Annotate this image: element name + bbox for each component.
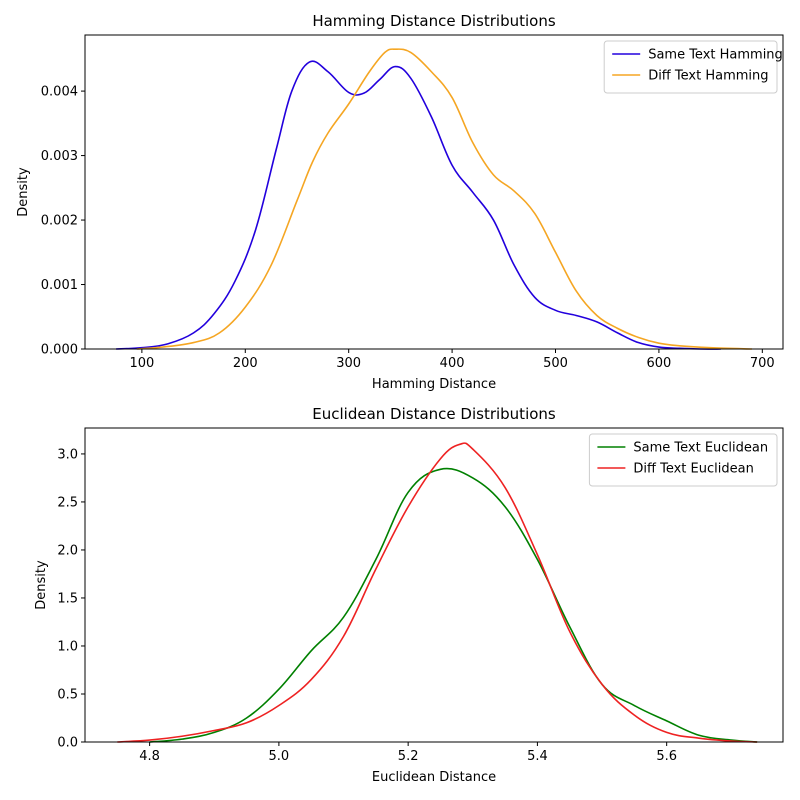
series-line-1	[149, 467, 758, 743]
y-tick-label: 0.001	[41, 278, 78, 293]
y-tick-label: 1.0	[57, 639, 78, 654]
x-axis-label: Hamming Distance	[372, 377, 496, 392]
x-tick-label: 700	[750, 356, 775, 371]
x-tick-label: 300	[336, 356, 361, 371]
x-tick-label: 100	[129, 356, 154, 371]
x-tick-label: 5.6	[656, 749, 677, 764]
x-tick-label: 400	[440, 356, 465, 371]
series-line-2	[117, 442, 758, 743]
x-tick-label: 5.0	[269, 749, 290, 764]
series-line-1	[115, 60, 721, 350]
chart-title: Hamming Distance Distributions	[312, 12, 556, 30]
hamming-chart: Hamming Distance Distributions 100 200 300…	[16, 12, 784, 392]
x-tick-label: 500	[543, 356, 568, 371]
y-tick-label: 0.000	[41, 343, 78, 358]
series-line-2	[136, 48, 753, 350]
chart-title: Euclidean Distance Distributions	[312, 405, 556, 423]
y-tick-label: 2.0	[57, 543, 78, 558]
legend-box	[588, 433, 778, 487]
y-tick-label: 0.5	[57, 687, 78, 702]
axes-frame	[84, 427, 784, 743]
euclidean-plot-area: 4.8 5.0 5.2 5.4 5.6 0.0 0.5 1.0 1.5 2.0 2.5 3.0 Same…	[57, 427, 784, 764]
y-tick-label: 0.003	[41, 149, 78, 164]
x-tick-label: 200	[233, 356, 258, 371]
hamming-plot-area: 100 200 300 400 500 600 700 0.000 0.001 0.002 0.00…	[41, 34, 784, 371]
axes-frame	[84, 34, 784, 350]
x-axis-label: Euclidean Distance	[372, 770, 496, 785]
y-tick-label: 3.0	[57, 447, 78, 462]
y-tick-label: 0.002	[41, 214, 78, 229]
x-tick-label: 5.2	[398, 749, 419, 764]
x-tick-label: 5.4	[527, 749, 548, 764]
legend-label: Same Text Hamming	[648, 48, 783, 63]
y-tick-label: 1.5	[57, 591, 78, 606]
y-tick-label: 0.0	[57, 736, 78, 751]
euclidean-chart: Euclidean Distance Distributions 4.8 5.0 5…	[34, 405, 784, 785]
legend-label: Same Text Euclidean	[633, 441, 768, 456]
y-tick-label: 0.004	[41, 85, 78, 100]
legend-label: Diff Text Hamming	[648, 69, 768, 84]
legend-label: Diff Text Euclidean	[633, 462, 753, 477]
x-tick-label: 4.8	[139, 749, 160, 764]
y-axis-label: Density	[34, 560, 49, 610]
y-tick-label: 2.5	[57, 495, 78, 510]
x-tick-label: 600	[646, 356, 671, 371]
y-axis-label: Density	[16, 167, 31, 217]
legend-box	[603, 40, 778, 94]
